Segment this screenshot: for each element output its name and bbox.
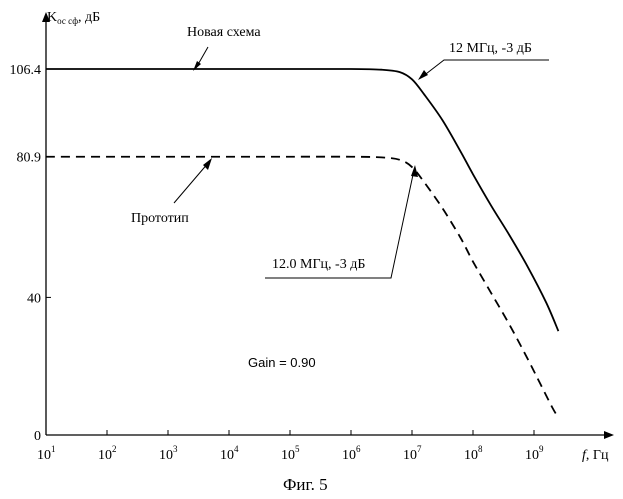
y-tick-label: 80.9 — [17, 151, 42, 166]
x-tick-base: 10 — [159, 448, 173, 463]
x-tick-label: 108 — [464, 444, 483, 463]
y-axis-title-sub: ос сф — [57, 16, 78, 26]
x-tick-exp: 9 — [539, 444, 544, 454]
x-tick-exp: 7 — [417, 444, 422, 454]
label-prototype: Прототип — [131, 211, 189, 226]
x-tick-exp: 5 — [295, 444, 300, 454]
label-new-scheme: Новая схема — [187, 25, 261, 40]
figure-caption: Фиг. 5 — [283, 475, 328, 494]
x-tick-exp: 4 — [234, 444, 239, 454]
x-tick-exp: 8 — [478, 444, 483, 454]
y-axis-title-unit: , дБ — [78, 10, 100, 25]
y-tick-label: 106.4 — [10, 63, 42, 78]
x-tick-label: 103 — [159, 444, 178, 463]
x-tick-exp: 1 — [51, 444, 56, 454]
x-tick-base: 10 — [37, 448, 51, 463]
label-new-cutoff: 12 МГц, -3 дБ — [449, 41, 532, 56]
annotations: Новая схема Прототип 12 МГц, -3 дБ 12.0 … — [131, 25, 549, 370]
y-axis-title-main: K — [47, 10, 57, 25]
x-tick-label: 104 — [220, 444, 239, 463]
leader-new-cutoff — [421, 59, 549, 78]
arrow-proto-cutoff — [411, 165, 418, 177]
x-tick-label: 102 — [98, 444, 117, 463]
x-tick-exp: 3 — [173, 444, 178, 454]
x-tick-exp: 2 — [112, 444, 117, 454]
y-ticks: 0 40 80.9 106.4 — [10, 63, 51, 444]
x-axis-arrow — [604, 431, 614, 439]
y-axis-arrow — [42, 12, 50, 22]
x-ticks: 101 102 103 104 105 106 107 108 109 — [37, 430, 544, 463]
leader-prototype — [173, 161, 210, 204]
y-tick-label: 0 — [34, 429, 41, 444]
x-axis-title-unit: , Гц — [586, 448, 609, 463]
x-tick-label: 105 — [281, 444, 300, 463]
series-line-new-scheme — [46, 68, 560, 332]
x-axis-title: f, Гц — [582, 448, 609, 463]
x-tick-base: 10 — [403, 448, 417, 463]
arrow-new-cutoff — [418, 70, 428, 80]
leader-proto-cutoff — [265, 169, 415, 279]
arrow-new-scheme — [193, 61, 201, 71]
x-tick-label: 109 — [525, 444, 544, 463]
x-tick-base: 10 — [464, 448, 478, 463]
x-tick-base: 10 — [220, 448, 234, 463]
label-gain: Gain = 0.90 — [248, 355, 316, 370]
axes — [42, 12, 614, 439]
arrow-prototype — [203, 158, 212, 170]
x-tick-base: 10 — [525, 448, 539, 463]
y-axis-title: Kос сф, дБ — [47, 10, 100, 26]
x-tick-label: 101 — [37, 444, 56, 463]
series-lines — [45, 68, 560, 419]
x-tick-label: 106 — [342, 444, 361, 463]
x-tick-base: 10 — [98, 448, 112, 463]
series-line-prototype — [45, 155, 560, 419]
x-tick-base: 10 — [281, 448, 295, 463]
x-tick-exp: 6 — [356, 444, 361, 454]
y-tick-label: 40 — [27, 291, 41, 306]
x-axis-title-main: f — [582, 448, 588, 463]
x-tick-label: 107 — [403, 444, 422, 463]
label-proto-cutoff: 12.0 МГц, -3 дБ — [272, 257, 365, 272]
x-tick-base: 10 — [342, 448, 356, 463]
